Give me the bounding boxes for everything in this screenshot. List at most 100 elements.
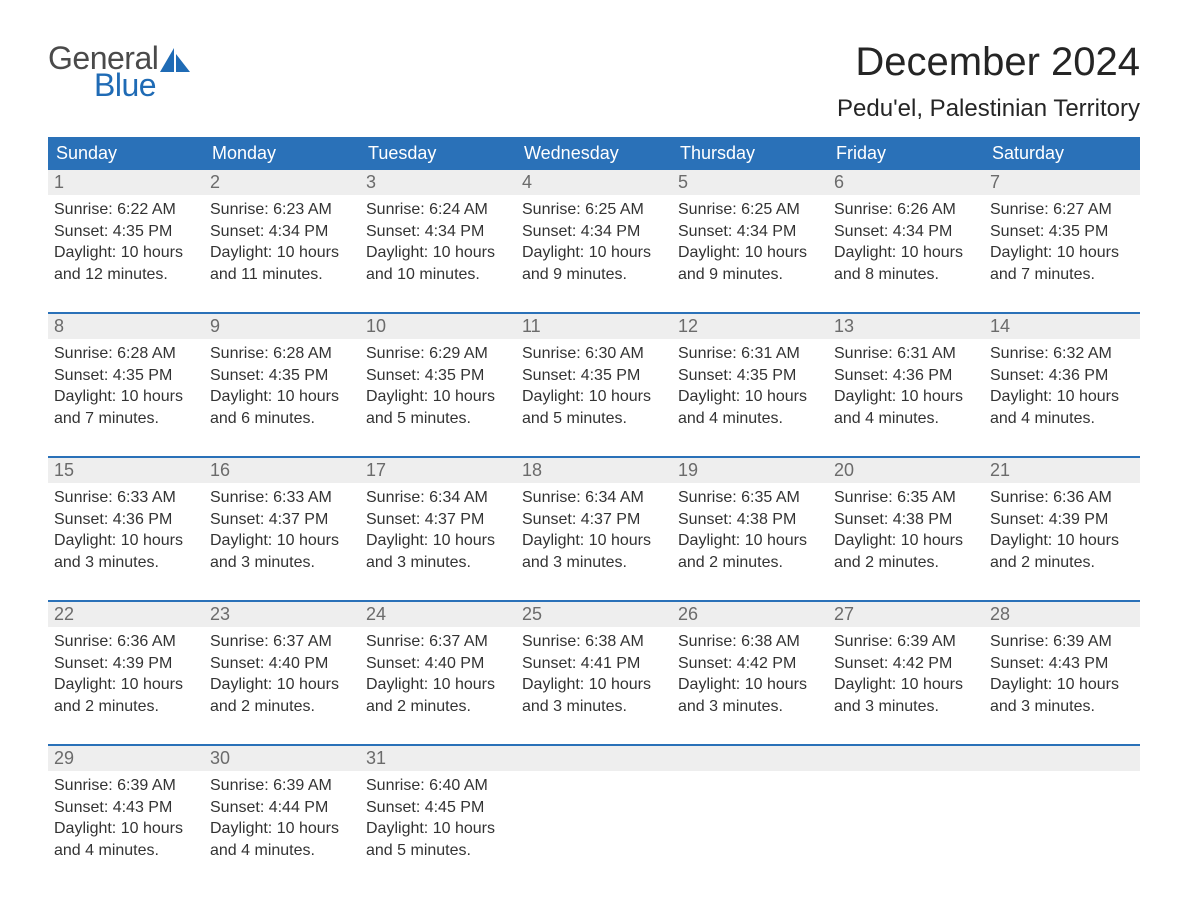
header: General Blue December 2024 Pedu'el, Pale… <box>48 40 1140 123</box>
day-detail-line: and 3 minutes. <box>678 696 822 718</box>
day-detail-line: Daylight: 10 hours <box>990 242 1134 264</box>
day-details: Sunrise: 6:33 AMSunset: 4:36 PMDaylight:… <box>48 483 204 577</box>
calendar-day: . <box>984 746 1140 874</box>
day-detail-line: Daylight: 10 hours <box>54 242 198 264</box>
day-detail-line: and 4 minutes. <box>990 408 1134 430</box>
day-detail-line: Sunrise: 6:23 AM <box>210 199 354 221</box>
day-detail-line: Sunset: 4:35 PM <box>54 365 198 387</box>
calendar-day: 26Sunrise: 6:38 AMSunset: 4:42 PMDayligh… <box>672 602 828 730</box>
day-number: 29 <box>48 746 204 771</box>
calendar-day: 27Sunrise: 6:39 AMSunset: 4:42 PMDayligh… <box>828 602 984 730</box>
day-number: 9 <box>204 314 360 339</box>
day-detail-line: and 3 minutes. <box>834 696 978 718</box>
day-detail-line: Daylight: 10 hours <box>366 674 510 696</box>
day-detail-line: Sunset: 4:36 PM <box>834 365 978 387</box>
weekday-header-row: SundayMondayTuesdayWednesdayThursdayFrid… <box>48 137 1140 170</box>
day-number: 17 <box>360 458 516 483</box>
calendar-day: 15Sunrise: 6:33 AMSunset: 4:36 PMDayligh… <box>48 458 204 586</box>
day-detail-line: Daylight: 10 hours <box>366 530 510 552</box>
day-detail-line: Sunrise: 6:29 AM <box>366 343 510 365</box>
day-detail-line: Daylight: 10 hours <box>54 530 198 552</box>
calendar-day: 10Sunrise: 6:29 AMSunset: 4:35 PMDayligh… <box>360 314 516 442</box>
day-detail-line: and 9 minutes. <box>522 264 666 286</box>
day-detail-line: Daylight: 10 hours <box>522 530 666 552</box>
day-detail-line: Sunset: 4:34 PM <box>834 221 978 243</box>
day-detail-line: Sunrise: 6:28 AM <box>210 343 354 365</box>
day-detail-line: Sunrise: 6:32 AM <box>990 343 1134 365</box>
calendar-week: 1Sunrise: 6:22 AMSunset: 4:35 PMDaylight… <box>48 170 1140 298</box>
calendar-day: 12Sunrise: 6:31 AMSunset: 4:35 PMDayligh… <box>672 314 828 442</box>
day-details: Sunrise: 6:37 AMSunset: 4:40 PMDaylight:… <box>360 627 516 721</box>
day-details: Sunrise: 6:40 AMSunset: 4:45 PMDaylight:… <box>360 771 516 865</box>
day-details: Sunrise: 6:36 AMSunset: 4:39 PMDaylight:… <box>984 483 1140 577</box>
day-detail-line: Daylight: 10 hours <box>54 386 198 408</box>
logo-text-blue: Blue <box>94 67 190 104</box>
day-details: Sunrise: 6:38 AMSunset: 4:42 PMDaylight:… <box>672 627 828 721</box>
day-detail-line: Sunrise: 6:31 AM <box>678 343 822 365</box>
day-detail-line: Sunset: 4:39 PM <box>990 509 1134 531</box>
day-detail-line: Daylight: 10 hours <box>54 818 198 840</box>
day-detail-line: Sunset: 4:37 PM <box>366 509 510 531</box>
day-number: 4 <box>516 170 672 195</box>
day-detail-line: and 11 minutes. <box>210 264 354 286</box>
day-details: Sunrise: 6:23 AMSunset: 4:34 PMDaylight:… <box>204 195 360 289</box>
day-details: Sunrise: 6:32 AMSunset: 4:36 PMDaylight:… <box>984 339 1140 433</box>
day-detail-line: Sunrise: 6:28 AM <box>54 343 198 365</box>
day-detail-line: Sunset: 4:35 PM <box>366 365 510 387</box>
day-number: 21 <box>984 458 1140 483</box>
day-detail-line: Daylight: 10 hours <box>834 674 978 696</box>
day-details: Sunrise: 6:38 AMSunset: 4:41 PMDaylight:… <box>516 627 672 721</box>
day-detail-line: Sunrise: 6:39 AM <box>54 775 198 797</box>
day-detail-line: Daylight: 10 hours <box>678 674 822 696</box>
day-details: Sunrise: 6:28 AMSunset: 4:35 PMDaylight:… <box>48 339 204 433</box>
calendar-day: 13Sunrise: 6:31 AMSunset: 4:36 PMDayligh… <box>828 314 984 442</box>
day-detail-line: and 2 minutes. <box>210 696 354 718</box>
day-detail-line: Sunrise: 6:38 AM <box>522 631 666 653</box>
day-number: 3 <box>360 170 516 195</box>
day-detail-line: Sunset: 4:38 PM <box>834 509 978 531</box>
day-detail-line: Daylight: 10 hours <box>990 530 1134 552</box>
day-detail-line: Sunset: 4:43 PM <box>54 797 198 819</box>
day-detail-line: Sunset: 4:38 PM <box>678 509 822 531</box>
calendar-day: 30Sunrise: 6:39 AMSunset: 4:44 PMDayligh… <box>204 746 360 874</box>
day-detail-line: Sunset: 4:35 PM <box>54 221 198 243</box>
day-detail-line: and 3 minutes. <box>210 552 354 574</box>
day-detail-line: Daylight: 10 hours <box>678 386 822 408</box>
day-details: Sunrise: 6:24 AMSunset: 4:34 PMDaylight:… <box>360 195 516 289</box>
day-detail-line: Sunset: 4:35 PM <box>990 221 1134 243</box>
day-detail-line: Daylight: 10 hours <box>366 386 510 408</box>
calendar: SundayMondayTuesdayWednesdayThursdayFrid… <box>48 137 1140 874</box>
day-detail-line: Sunrise: 6:39 AM <box>210 775 354 797</box>
day-detail-line: Daylight: 10 hours <box>366 242 510 264</box>
calendar-day: 28Sunrise: 6:39 AMSunset: 4:43 PMDayligh… <box>984 602 1140 730</box>
day-detail-line: Sunset: 4:45 PM <box>366 797 510 819</box>
day-number: 6 <box>828 170 984 195</box>
day-details: Sunrise: 6:39 AMSunset: 4:42 PMDaylight:… <box>828 627 984 721</box>
day-detail-line: Sunset: 4:34 PM <box>522 221 666 243</box>
day-detail-line: and 2 minutes. <box>54 696 198 718</box>
day-details: Sunrise: 6:36 AMSunset: 4:39 PMDaylight:… <box>48 627 204 721</box>
day-number: 12 <box>672 314 828 339</box>
day-detail-line: Sunrise: 6:33 AM <box>54 487 198 509</box>
day-number: 2 <box>204 170 360 195</box>
day-detail-line: Sunset: 4:40 PM <box>366 653 510 675</box>
day-detail-line: Daylight: 10 hours <box>210 242 354 264</box>
day-detail-line: Sunset: 4:34 PM <box>210 221 354 243</box>
day-detail-line: and 2 minutes. <box>990 552 1134 574</box>
day-detail-line: Daylight: 10 hours <box>990 674 1134 696</box>
calendar-day: 25Sunrise: 6:38 AMSunset: 4:41 PMDayligh… <box>516 602 672 730</box>
day-detail-line: Sunrise: 6:35 AM <box>678 487 822 509</box>
day-details: Sunrise: 6:28 AMSunset: 4:35 PMDaylight:… <box>204 339 360 433</box>
day-number: 15 <box>48 458 204 483</box>
day-detail-line: Sunrise: 6:25 AM <box>522 199 666 221</box>
weekday-header: Sunday <box>48 137 204 170</box>
calendar-day: 20Sunrise: 6:35 AMSunset: 4:38 PMDayligh… <box>828 458 984 586</box>
day-detail-line: and 2 minutes. <box>678 552 822 574</box>
day-detail-line: and 6 minutes. <box>210 408 354 430</box>
day-detail-line: Daylight: 10 hours <box>678 242 822 264</box>
day-details: Sunrise: 6:30 AMSunset: 4:35 PMDaylight:… <box>516 339 672 433</box>
calendar-day: . <box>672 746 828 874</box>
day-detail-line: Sunrise: 6:39 AM <box>834 631 978 653</box>
day-number: 28 <box>984 602 1140 627</box>
day-detail-line: Sunrise: 6:30 AM <box>522 343 666 365</box>
